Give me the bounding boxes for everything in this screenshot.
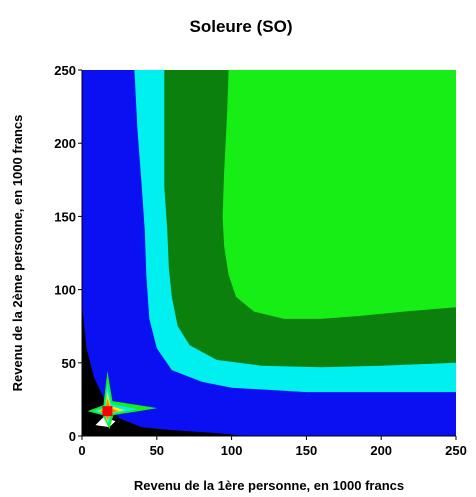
x-axis-label: Revenu de la 1ère personne, en 1000 fran… [134, 478, 404, 493]
y-tick-label: 150 [54, 209, 76, 224]
hotspot [87, 371, 158, 430]
y-tick-label: 200 [54, 136, 76, 151]
x-tick-label: 50 [150, 443, 164, 458]
y-axis-label: Revenu de la 2ème personne, en 1000 fran… [10, 115, 25, 392]
hotspot-red [102, 406, 113, 417]
x-tick-label: 200 [370, 443, 392, 458]
x-tick-label: 0 [78, 443, 85, 458]
y-tick-label: 250 [54, 63, 76, 78]
region-light-green [222, 70, 456, 319]
chart-title: Soleure (SO) [190, 17, 293, 36]
x-tick-label: 150 [296, 443, 318, 458]
x-tick-label: 100 [221, 443, 243, 458]
y-axis: 0 50 100 150 200 250 [54, 63, 82, 444]
y-tick-label: 100 [54, 283, 76, 298]
y-tick-label: 0 [69, 429, 76, 444]
x-axis: 0 50 100 150 200 250 [78, 436, 467, 458]
x-tick-label: 250 [445, 443, 467, 458]
plot-area [81, 70, 456, 437]
y-tick-label: 50 [62, 356, 76, 371]
